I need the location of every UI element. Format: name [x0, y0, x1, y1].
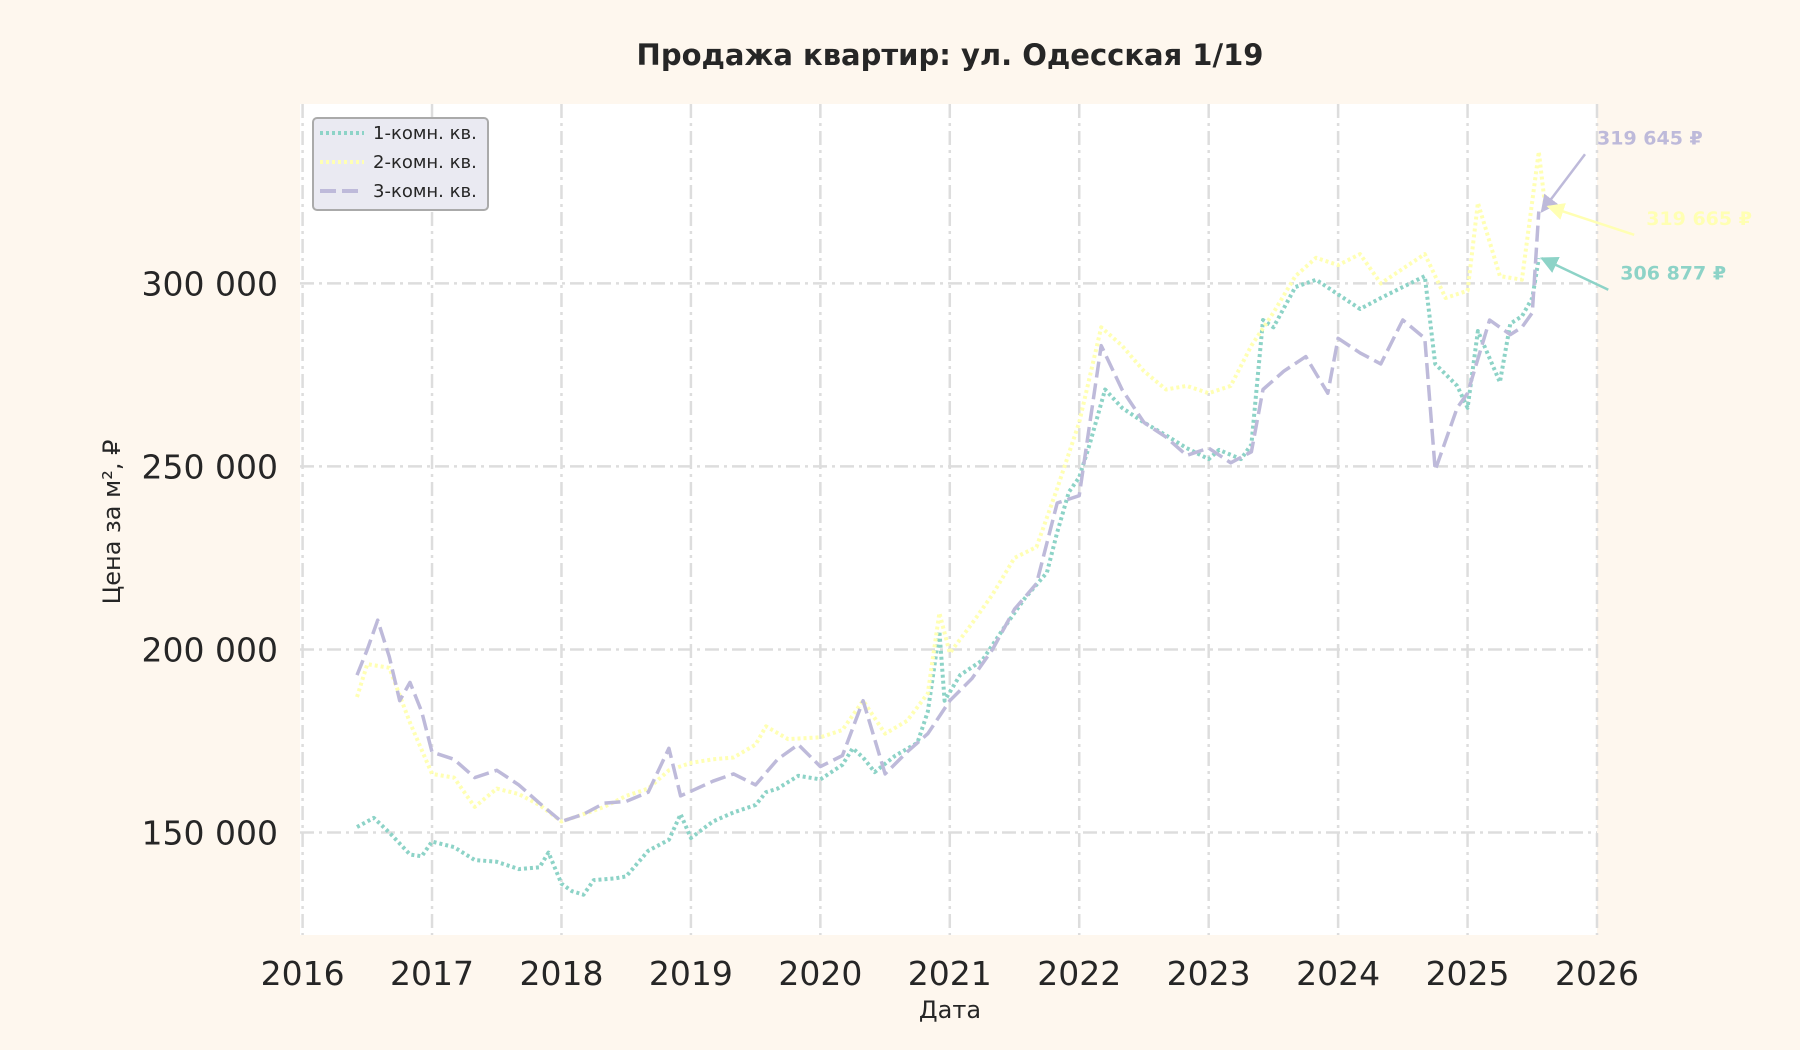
x-tick-label: 2021	[908, 954, 992, 993]
x-tick-label: 2022	[1037, 954, 1121, 993]
tick-labels: 2016 2017 2018 2019 2020 2021 2022 2023 2024 2025…	[142, 264, 1639, 993]
chart-title: Продажа квартир: ул. Одесская 1/19	[637, 38, 1264, 72]
x-tick-label: 2020	[778, 954, 862, 993]
annotation-arrow-3	[1540, 257, 1609, 291]
legend-label-2: 2-комн. кв.	[373, 152, 477, 173]
x-tick-label: 2025	[1426, 954, 1510, 993]
annotation-arrow-1	[1540, 153, 1586, 213]
x-tick-label: 2024	[1296, 954, 1380, 993]
plot-area	[300, 104, 1597, 935]
annotation-label-2: 319 665 ₽	[1646, 208, 1752, 230]
legend: 1-комн. кв. 2-комн. кв. 3-комн. кв.	[312, 117, 489, 211]
series-line-3	[355, 211, 1541, 824]
legend-label-1: 1-комн. кв.	[373, 123, 477, 144]
y-tick-label: 200 000	[142, 630, 278, 669]
series-line-1	[356, 257, 1541, 897]
x-tick-label: 2016	[261, 954, 345, 993]
annotation-label-1: 319 645 ₽	[1597, 127, 1703, 149]
x-tick-label: 2017	[390, 954, 474, 993]
x-tick-label: 2018	[519, 954, 603, 993]
annotations: 319 645 ₽ 319 665 ₽ 306 877 ₽	[1540, 127, 1752, 291]
legend-box	[312, 117, 489, 211]
grid	[300, 104, 1599, 935]
legend-label-3: 3-комн. кв.	[373, 181, 477, 202]
x-tick-label: 2023	[1167, 954, 1251, 993]
annotation-arrow-2	[1546, 203, 1635, 236]
y-tick-label: 300 000	[142, 264, 278, 303]
series-line-2	[355, 149, 1548, 824]
y-tick-label: 150 000	[142, 813, 278, 852]
series-group	[355, 149, 1548, 897]
y-axis-label: Цена за м², ₽	[98, 440, 126, 605]
x-tick-label: 2019	[649, 954, 733, 993]
x-axis-label: Дата	[919, 996, 981, 1024]
annotation-label-3: 306 877 ₽	[1620, 263, 1726, 285]
x-tick-label: 2026	[1555, 954, 1639, 993]
y-tick-label: 250 000	[142, 447, 278, 486]
